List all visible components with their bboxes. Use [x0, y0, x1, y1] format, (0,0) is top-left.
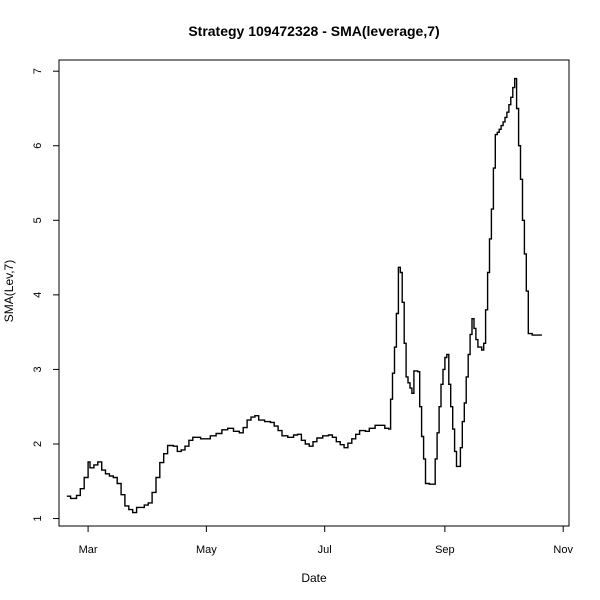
x-tick-label: Nov: [553, 544, 573, 556]
y-tick-label: 5: [32, 217, 44, 223]
series-group: [66, 77, 542, 514]
series-line: [66, 77, 542, 514]
y-tick-label: 6: [32, 143, 44, 149]
y-tick-label: 3: [32, 366, 44, 372]
x-axis: Mar May Jul Sep Nov: [79, 526, 573, 556]
x-tick-label: Mar: [79, 544, 98, 556]
x-axis-label: Date: [301, 571, 327, 585]
chart-title: Strategy 109472328 - SMA(leverage,7): [188, 23, 439, 39]
y-axis: 1 2 3 4 5 6 7: [32, 68, 59, 522]
y-tick-label: 4: [32, 292, 44, 298]
y-tick-label: 2: [32, 441, 44, 447]
plot-frame: [58, 59, 570, 527]
x-tick-label: Jul: [318, 544, 332, 556]
x-tick-label: May: [196, 544, 217, 556]
x-tick-label: Sep: [435, 544, 455, 556]
y-axis-label: SMA(Lev,7): [2, 260, 16, 322]
y-tick-label: 1: [32, 515, 44, 521]
y-tick-label: 7: [32, 68, 44, 74]
